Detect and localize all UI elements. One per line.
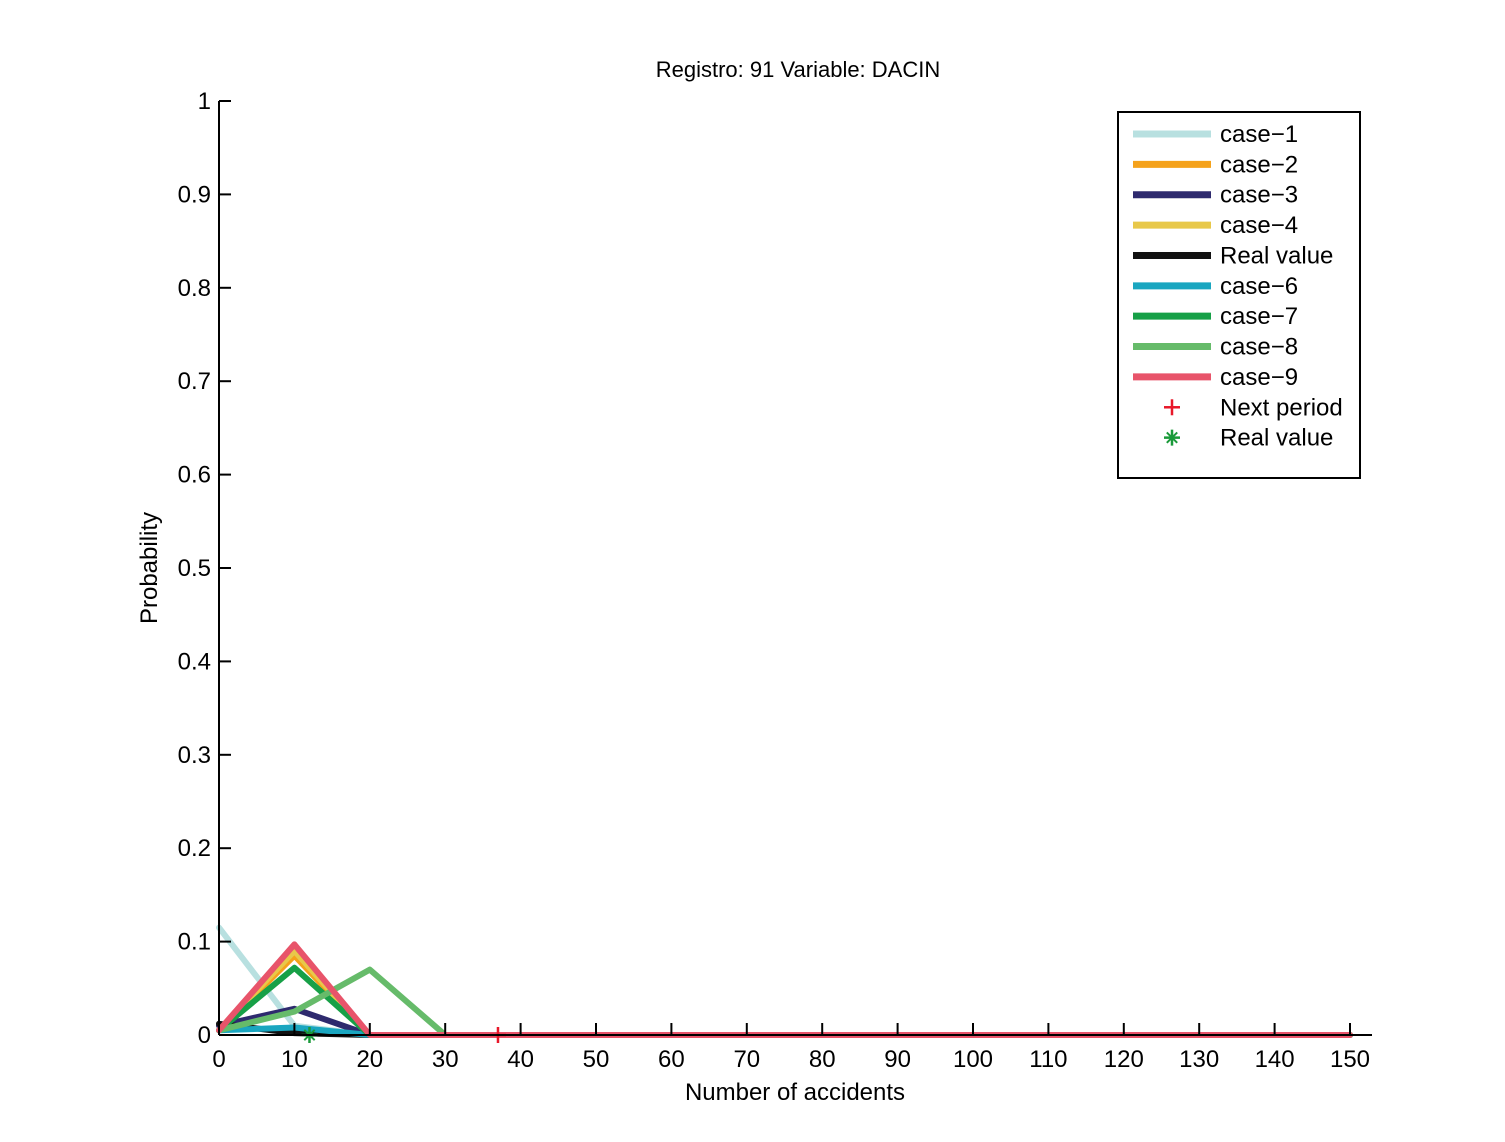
y-tick-label-6: 0.6 — [178, 462, 211, 489]
legend-item-1: case−1 — [1133, 121, 1298, 148]
legend-marker — [1164, 429, 1180, 446]
chart-title: Registro: 91 Variable: DACIN — [656, 57, 941, 82]
legend-label: Next period — [1220, 394, 1343, 421]
legend-item-2: case−2 — [1133, 151, 1298, 178]
legend-item-3: case−3 — [1133, 182, 1298, 209]
x-tick-label-0: 0 — [212, 1046, 225, 1073]
x-tick-label-14: 140 — [1255, 1046, 1295, 1073]
y-tick-label-5: 0.5 — [178, 555, 211, 582]
legend-item-10: Next period — [1164, 394, 1343, 421]
x-tick-label-5: 50 — [583, 1046, 610, 1073]
y-tick-label-1: 0.1 — [178, 929, 211, 956]
x-tick-label-15: 150 — [1330, 1046, 1370, 1073]
y-tick-label-8: 0.8 — [178, 275, 211, 302]
legend-item-7: case−7 — [1133, 303, 1298, 330]
legend-box — [1117, 111, 1361, 479]
legend-label: case−2 — [1220, 151, 1298, 178]
legend-label: case−1 — [1220, 121, 1298, 148]
y-axis-title: Probability — [136, 512, 163, 624]
x-tick-label-11: 110 — [1029, 1046, 1067, 1073]
legend-item-8: case−8 — [1133, 334, 1298, 361]
legend-item-4: case−4 — [1133, 212, 1298, 239]
x-tick-label-10: 100 — [953, 1046, 993, 1073]
legend-label: case−8 — [1220, 334, 1298, 361]
x-tick-label-4: 40 — [507, 1046, 534, 1073]
legend: case−1 case−2 case−3 case−4 Real value case−6… — [1117, 111, 1361, 479]
legend-item-5: Real value — [1133, 242, 1333, 269]
x-tick-label-12: 120 — [1104, 1046, 1144, 1073]
x-tick-label-6: 60 — [658, 1046, 685, 1073]
legend-item-11: Real value — [1164, 425, 1333, 452]
y-tick-label-2: 0.2 — [178, 835, 211, 862]
y-tick-label-9: 0.9 — [178, 181, 211, 208]
legend-label: case−6 — [1220, 273, 1298, 300]
x-tick-label-2: 20 — [356, 1046, 383, 1073]
x-tick-label-3: 30 — [432, 1046, 459, 1073]
y-tick-label-4: 0.4 — [178, 648, 211, 675]
x-tick-label-13: 130 — [1179, 1046, 1219, 1073]
legend-label: case−7 — [1220, 303, 1298, 330]
axes-layer: 00.10.20.30.40.50.60.70.80.910 10 20 30 40 50… — [178, 88, 1372, 1073]
x-tick-label-7: 70 — [733, 1046, 760, 1073]
y-tick-label-7: 0.7 — [178, 368, 211, 395]
x-tick-label-9: 90 — [884, 1046, 911, 1073]
y-tick-label-0: 0 — [198, 1022, 211, 1049]
x-axis-title: Number of accidents — [685, 1079, 905, 1106]
x-tick-label-8: 80 — [809, 1046, 836, 1073]
legend-label: Real value — [1220, 425, 1333, 452]
legend-marker — [1164, 399, 1180, 416]
legend-label: case−4 — [1220, 212, 1298, 239]
legend-label: case−9 — [1220, 364, 1298, 391]
legend-label: Real value — [1220, 242, 1333, 269]
legend-item-6: case−6 — [1133, 273, 1298, 300]
legend-item-9: case−9 — [1133, 364, 1298, 391]
y-tick-label-10: 1 — [198, 88, 211, 115]
legend-label: case−3 — [1220, 182, 1298, 209]
y-tick-label-3: 0.3 — [178, 742, 211, 769]
x-tick-label-1: 10 — [281, 1046, 308, 1073]
